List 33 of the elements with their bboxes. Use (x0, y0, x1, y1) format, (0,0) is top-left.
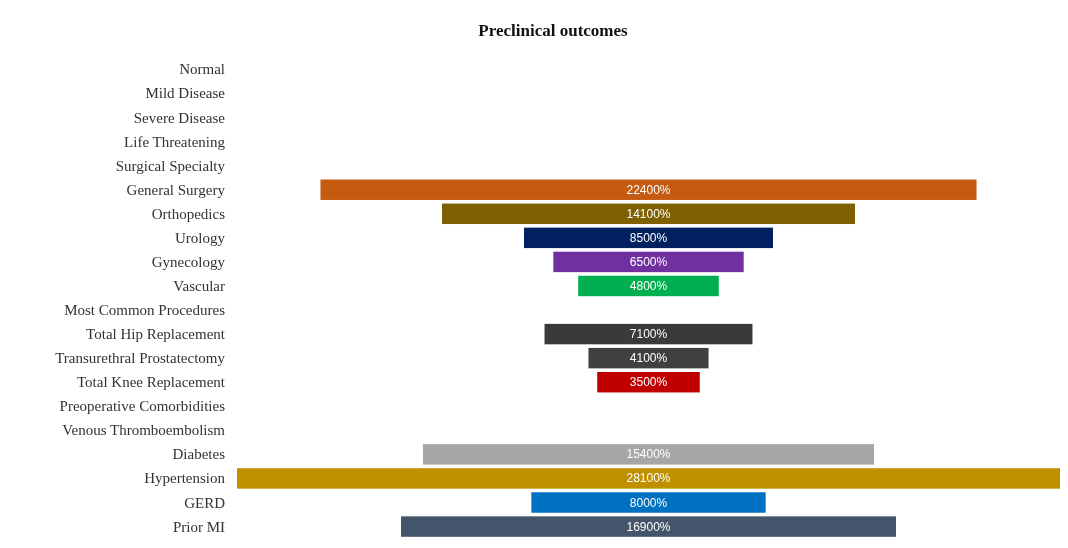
category-label: Most Common Procedures (64, 302, 226, 319)
category-label: Normal (179, 61, 225, 78)
category-label: Urology (175, 229, 226, 246)
data-label: 7100% (629, 327, 668, 342)
category-label: Transurethral Prostatectomy (55, 350, 226, 367)
data-label: 3500% (629, 375, 668, 390)
data-label: 4800% (629, 278, 668, 293)
data-label: 8000% (629, 495, 668, 510)
text: Preclinical outcomes (478, 21, 629, 40)
category-label: Prior MI (172, 518, 225, 535)
category-label: Vascular (173, 277, 225, 294)
data-label: 15400% (626, 447, 671, 462)
category-label: Life Threatening (124, 133, 226, 150)
data-label: 6500% (629, 254, 668, 269)
category-label: GERD (184, 494, 226, 511)
category-label: Gynecology (151, 253, 226, 270)
category-label: Hypertension (144, 470, 226, 487)
category-label: General Surgery (126, 181, 226, 198)
data-label: 22400% (626, 182, 671, 197)
category-label: Total Hip Replacement (86, 326, 226, 343)
data-label: 4100% (629, 351, 668, 366)
category-label: Mild Disease (145, 85, 226, 102)
category-label: Venous Thromboembolism (62, 422, 226, 439)
category-label: Orthopedics (151, 205, 226, 222)
category-label: Diabetes (172, 446, 226, 463)
data-label: 28100% (626, 471, 671, 486)
data-label: 14100% (626, 206, 671, 221)
data-label: 16900% (626, 519, 671, 534)
category-label: Preoperative Comorbidities (59, 398, 226, 415)
category-label: Severe Disease (133, 109, 226, 126)
data-label: 8500% (629, 230, 668, 245)
category-label: Total Knee Replacement (76, 374, 226, 391)
category-label: Surgical Specialty (115, 157, 226, 174)
